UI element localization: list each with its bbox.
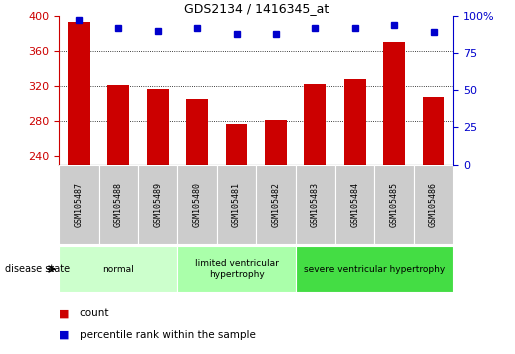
Bar — [226, 124, 247, 165]
Bar — [304, 84, 326, 165]
Text: GSM105482: GSM105482 — [271, 182, 280, 227]
Text: GSM105481: GSM105481 — [232, 182, 241, 227]
Bar — [68, 22, 90, 165]
Text: GSM105487: GSM105487 — [75, 182, 83, 227]
Text: GSM105486: GSM105486 — [429, 182, 438, 227]
Bar — [177, 165, 217, 244]
Bar — [344, 79, 366, 165]
Text: ■: ■ — [59, 308, 70, 318]
Text: disease state: disease state — [5, 264, 70, 274]
Bar — [59, 165, 99, 244]
Bar — [374, 165, 414, 244]
Text: ■: ■ — [59, 330, 70, 339]
Text: severe ventricular hypertrophy: severe ventricular hypertrophy — [304, 264, 445, 274]
Bar — [414, 165, 453, 244]
Bar — [256, 165, 296, 244]
Text: GSM105480: GSM105480 — [193, 182, 201, 227]
Bar — [147, 90, 168, 165]
Text: normal: normal — [102, 264, 134, 274]
Text: count: count — [80, 308, 109, 318]
Bar — [99, 165, 138, 244]
Bar — [296, 246, 453, 292]
Bar — [265, 120, 287, 165]
Bar — [383, 42, 405, 165]
Text: GSM105488: GSM105488 — [114, 182, 123, 227]
Title: GDS2134 / 1416345_at: GDS2134 / 1416345_at — [183, 2, 329, 15]
Bar — [186, 99, 208, 165]
Bar — [59, 246, 177, 292]
Bar — [108, 85, 129, 165]
Bar — [177, 246, 296, 292]
Bar — [217, 165, 256, 244]
Text: percentile rank within the sample: percentile rank within the sample — [80, 330, 256, 339]
Text: GSM105483: GSM105483 — [311, 182, 320, 227]
Text: GSM105489: GSM105489 — [153, 182, 162, 227]
Bar — [296, 165, 335, 244]
Text: GSM105484: GSM105484 — [350, 182, 359, 227]
Bar — [335, 165, 374, 244]
Text: GSM105485: GSM105485 — [390, 182, 399, 227]
Bar — [138, 165, 177, 244]
Text: limited ventricular
hypertrophy: limited ventricular hypertrophy — [195, 259, 279, 279]
Bar — [423, 97, 444, 165]
